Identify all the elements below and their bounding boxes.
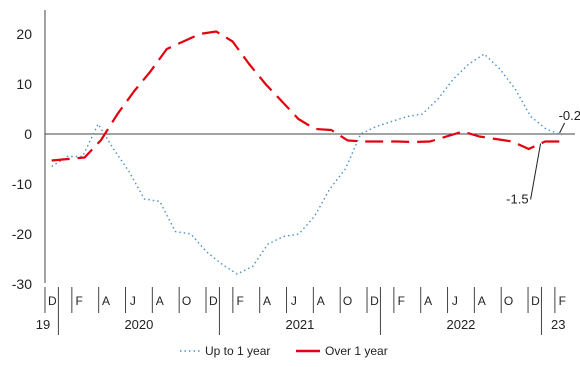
x-year-label: 23: [551, 317, 565, 332]
x-month-label: F: [398, 294, 405, 308]
x-month-label: O: [343, 294, 352, 308]
x-month-label: D: [48, 294, 57, 308]
x-month-label: A: [317, 294, 325, 308]
annotations: -0.2 -1.5: [506, 108, 580, 207]
y-axis-labels: 20 10 0 -10 -20 -30: [12, 26, 32, 292]
y-tick-label: -20: [12, 226, 32, 242]
x-month-label: J: [291, 294, 297, 308]
y-tick-label: -30: [12, 276, 32, 292]
annotation-over-1-year: -1.5: [506, 192, 528, 207]
x-year-label: 2021: [285, 317, 314, 332]
x-month-label: D: [209, 294, 218, 308]
annotation-leader: [530, 143, 542, 200]
x-month-label: J: [452, 294, 458, 308]
x-month-label: J: [130, 294, 136, 308]
axes: [44, 10, 575, 335]
x-month-label: A: [102, 294, 110, 308]
x-month-label: D: [370, 294, 379, 308]
x-month-label: A: [156, 294, 164, 308]
x-month-label: F: [559, 294, 566, 308]
x-year-label: 2020: [124, 317, 153, 332]
x-year-label: 19: [36, 317, 50, 332]
y-tick-label: -10: [12, 176, 32, 192]
series-line-over-1-year: [51, 30, 562, 162]
x-month-label: O: [504, 294, 513, 308]
x-month-label: D: [531, 294, 540, 308]
x-month-label: O: [182, 294, 191, 308]
x-axis-labels: D F A J A O D F A J A O D F A J A O D F 19 2020 2021 2022 23: [36, 294, 566, 332]
y-tick-label: 0: [24, 126, 32, 142]
x-month-label: A: [263, 294, 271, 308]
x-month-label: F: [76, 294, 83, 308]
series-line-up-to-1-year: [51, 53, 562, 275]
legend-label-over-1-year: Over 1 year: [325, 344, 388, 358]
legend-label-up-to-1-year: Up to 1 year: [205, 344, 270, 358]
legend: Up to 1 year Over 1 year: [180, 344, 388, 358]
y-tick-label: 20: [16, 26, 32, 42]
y-tick-label: 10: [16, 76, 32, 92]
x-month-label: A: [478, 294, 486, 308]
annotation-leader: [559, 122, 566, 134]
x-year-label: 2022: [446, 317, 475, 332]
series-layer: [51, 30, 562, 275]
annotation-up-to-1-year: -0.2: [559, 108, 580, 123]
x-month-label: F: [237, 294, 244, 308]
x-month-label: A: [424, 294, 432, 308]
